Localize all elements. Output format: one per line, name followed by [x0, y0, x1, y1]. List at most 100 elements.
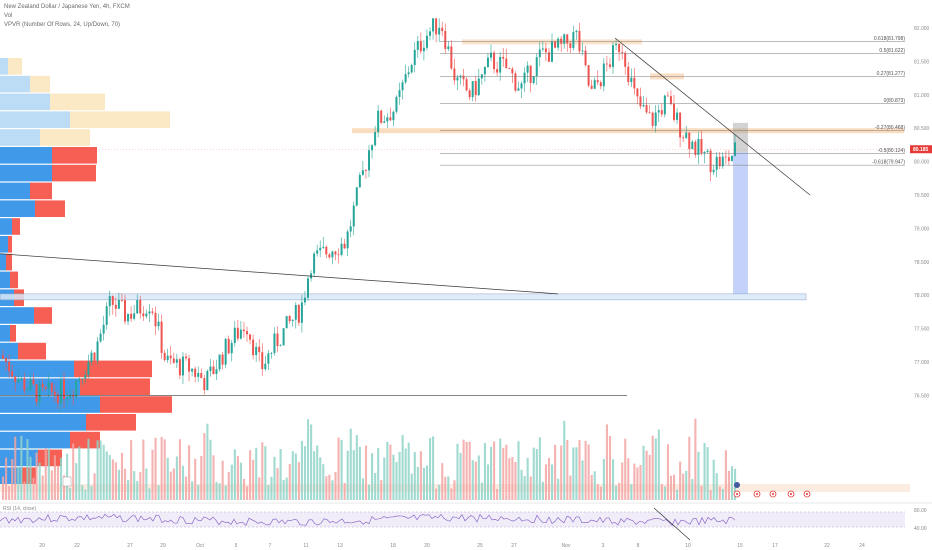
volume-indicator-label[interactable]: Vol [4, 13, 13, 19]
time-tick-label: 27 [511, 543, 517, 549]
volume-bar [685, 470, 688, 500]
volume-bar [11, 459, 14, 500]
candle-body [313, 253, 316, 274]
candle-body [508, 68, 511, 69]
volume-bar [328, 474, 331, 500]
volume-bar [700, 485, 703, 500]
volume-bar [450, 488, 453, 500]
volume-bar [486, 464, 490, 500]
volume-bar [239, 462, 242, 500]
candle-body [569, 43, 572, 49]
fib-level-label: 0.618(81.798) [874, 36, 905, 42]
time-tick-label: Nov [562, 543, 571, 549]
rsi-tick: 80.00 [914, 508, 927, 514]
candle-body [255, 346, 258, 356]
candle-body [90, 352, 93, 362]
candle-body [358, 174, 361, 188]
candle-body [529, 65, 532, 83]
volume-bar [59, 457, 63, 500]
volume-bar [627, 458, 630, 500]
vp-down-row [30, 75, 50, 93]
volume-bar [517, 441, 520, 500]
volume-bar [392, 454, 395, 500]
volume-bar [441, 463, 444, 500]
volume-bar [258, 477, 261, 500]
volume-bar [425, 465, 429, 500]
price-axis[interactable]: 82.000 81.500 81.000 80.500 80.000 79.500 79.0… [910, 26, 932, 399]
volume-bar [435, 488, 438, 500]
candle-body [252, 339, 255, 356]
candle-body [422, 47, 425, 52]
fib-level-label: -0.27(80.468) [875, 125, 905, 131]
volume-bar [547, 457, 551, 500]
volume-bar [505, 444, 508, 500]
candle-body [554, 41, 557, 48]
volume-bar [236, 456, 239, 500]
volume-bar [23, 481, 26, 500]
price-tick-label: 78.000 [914, 293, 930, 299]
candle-body [401, 82, 404, 91]
vpvr-indicator-label[interactable]: VPVR (Number Of Rows, 24, Up/Down, 70) [4, 22, 121, 28]
volume-bar [688, 436, 691, 500]
candle-body [227, 338, 230, 354]
candle-body [108, 296, 111, 307]
volume-bar [75, 463, 78, 500]
volume-bar [185, 476, 188, 500]
volume-bar [560, 445, 563, 500]
vp-down-row [12, 218, 20, 235]
candle-body [593, 80, 596, 89]
candle-body [114, 304, 117, 309]
candle-body [172, 358, 175, 363]
candle-body [535, 57, 538, 77]
marker-box [62, 476, 72, 487]
trend-line-down [614, 37, 811, 196]
volume-bar [697, 451, 700, 500]
candle-body [105, 306, 108, 325]
candle-body [163, 352, 166, 361]
candle-body [477, 78, 480, 96]
volume-bar [490, 446, 493, 500]
volume-bar [334, 471, 337, 500]
time-tick-label: 8 [637, 543, 640, 549]
candle-body [465, 79, 468, 91]
vp-up-row [0, 325, 10, 342]
volume-bar [2, 476, 5, 500]
volume-bar [554, 444, 557, 500]
volume-bar [325, 476, 328, 500]
candle-body [551, 41, 553, 62]
volume-bar [84, 489, 87, 500]
candle-body [523, 72, 526, 84]
candle-body [124, 300, 126, 322]
volume-bar [233, 449, 236, 500]
volume-bar [429, 438, 432, 500]
fib-zone-band [352, 128, 904, 134]
vp-down-row [100, 396, 172, 413]
candle-body [621, 52, 624, 53]
volume-bar [471, 460, 474, 500]
event-markers[interactable] [733, 482, 811, 498]
candle-body [267, 353, 270, 364]
symbol-title[interactable]: New Zealand Dollar / Japanese Yen, 4h, F… [4, 4, 130, 10]
candle-body [14, 376, 17, 382]
candle-body [145, 313, 148, 317]
candle-body [96, 341, 99, 361]
vp-down-row [40, 129, 90, 146]
candle-body [285, 316, 288, 329]
volume-bar [307, 419, 310, 500]
candle-body [53, 391, 56, 395]
volume-bar [151, 449, 154, 500]
time-axis[interactable]: 20 22 27 29 Oct 5 7 11 13 18 20 25 27 Nov 3 8 10 15 17 22 24 [39, 543, 865, 549]
candle-body [230, 343, 233, 354]
fib-level-label: 0(80.873) [884, 98, 906, 104]
candle-body [547, 52, 550, 62]
volume-bar [78, 446, 81, 500]
volume-bar [102, 444, 105, 500]
candle-body [66, 397, 69, 400]
volume-bar [709, 489, 712, 500]
volume-bar [319, 457, 322, 500]
candle-body [246, 331, 248, 335]
candle-body [38, 383, 41, 403]
candle-body [178, 359, 181, 376]
candle-body [157, 321, 160, 327]
